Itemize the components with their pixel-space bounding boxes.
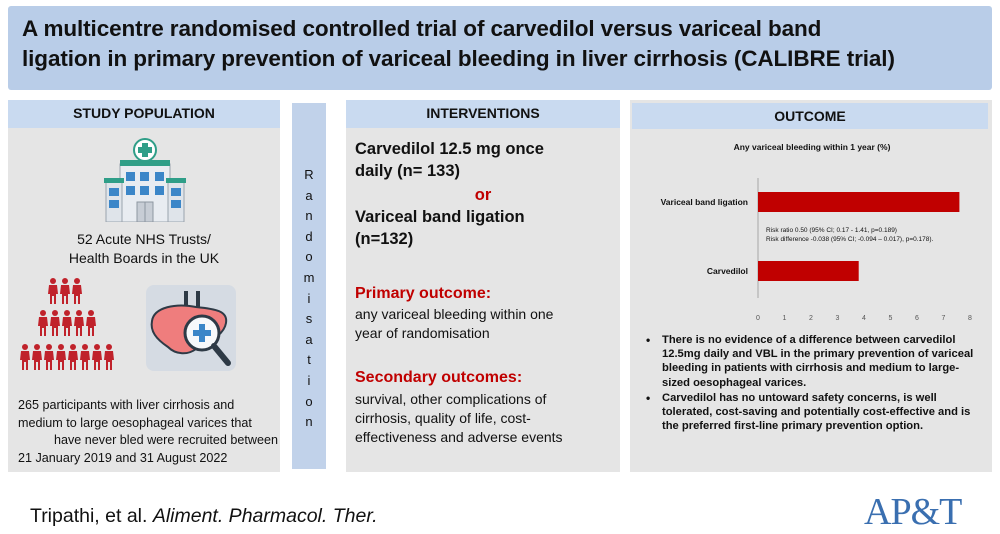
randomisation-label: R a n d o m i s a t i o n	[292, 165, 326, 433]
interventions-heading: INTERVENTIONS	[346, 100, 620, 128]
rand-letter: m	[303, 269, 315, 285]
study-population-panel: STUDY POPULATION 52 Acute NHS Trusts/ He…	[8, 100, 280, 472]
rand-letter: n	[305, 208, 313, 224]
title-line-1: A multicentre randomised controlled tria…	[22, 16, 822, 41]
vbl-arm: Variceal band ligation (n=132)	[355, 206, 525, 250]
chart-tick-label: 8	[968, 315, 972, 322]
chart-annotation-line-2: Risk difference -0.038 (95% CI; -0.094 –…	[766, 236, 934, 243]
interventions-panel: INTERVENTIONS Carvedilol 12.5 mg once da…	[346, 100, 620, 472]
logo-text: AP&T	[864, 491, 962, 531]
randomisation-column: R a n d o m i s a t i o n	[292, 103, 326, 469]
chart-tick-label: 2	[809, 315, 813, 322]
chart-annotation-line-1: Risk ratio 0.50 (95% CI; 0.17 - 1.41, p=…	[766, 227, 897, 234]
rand-letter: R	[304, 167, 314, 182]
rand-letter: a	[305, 331, 313, 347]
chart-tick-label: 4	[862, 315, 866, 322]
population-description: 265 participants with liver cirrhosis an…	[18, 397, 278, 467]
chart-category-label: Variceal band ligation	[661, 197, 748, 207]
pop-desc-line-1: 265 participants with liver cirrhosis an…	[18, 398, 235, 412]
pop-desc-line-3: have never bled were recruited between	[53, 433, 278, 447]
rand-letter: o	[305, 393, 313, 409]
page-title: A multicentre randomised controlled tria…	[22, 14, 978, 74]
trusts-text: 52 Acute NHS Trusts/ Health Boards in th…	[8, 230, 280, 268]
study-population-heading: STUDY POPULATION	[8, 100, 280, 128]
hospital-icon	[104, 138, 186, 222]
rand-letter: o	[305, 249, 313, 265]
rand-letter: i	[307, 372, 311, 388]
rand-letter: a	[305, 187, 313, 203]
chart-bar	[758, 192, 960, 212]
carvedilol-line-1: Carvedilol 12.5 mg once	[355, 140, 544, 158]
chart-tick-label: 1	[783, 315, 787, 322]
pop-desc-line-4: 21 January 2019 and 31 August 2022	[18, 450, 228, 465]
conclusion-item: There is no evidence of a difference bet…	[646, 333, 986, 390]
secondary-outcomes-heading: Secondary outcomes:	[355, 369, 523, 386]
outcome-panel: OUTCOME Any variceal bleeding within 1 y…	[630, 100, 992, 472]
chart-category-label: Carvedilol	[707, 266, 748, 276]
outcome-conclusions: There is no evidence of a difference bet…	[646, 333, 986, 434]
pop-desc-line-2: medium to large oesophageal varices that	[18, 415, 252, 430]
chart-bar	[758, 261, 859, 281]
apt-journal-logo: AP&T	[864, 491, 963, 531]
secondary-outcomes-text: survival, other complications of cirrhos…	[355, 390, 617, 447]
trusts-line-2: Health Boards in the UK	[68, 250, 220, 266]
conclusion-item: Carvedilol has no untoward safety concer…	[646, 391, 986, 434]
secondary-line-1: survival, other complications of	[355, 391, 547, 407]
trusts-line-1: 52 Acute NHS Trusts/	[77, 231, 211, 247]
rand-letter: s	[305, 311, 313, 327]
carvedilol-line-2: daily (n= 133)	[355, 162, 461, 180]
title-line-2: ligation in primary prevention of varice…	[22, 46, 895, 71]
chart-tick-label: 0	[756, 315, 760, 322]
liver-magnifier-icon	[146, 285, 236, 371]
or-label: or	[474, 186, 492, 204]
citation-authors: Tripathi, et al.	[30, 505, 153, 527]
citation-journal: Aliment. Pharmacol. Ther.	[152, 505, 378, 527]
rand-letter: n	[305, 414, 313, 430]
primary-line-1: any variceal bleeding within one	[355, 306, 554, 322]
carvedilol-arm: Carvedilol 12.5 mg once daily (n= 133)	[355, 138, 544, 182]
people-group-icon	[20, 278, 114, 370]
chart-title: Any variceal bleeding within 1 year (%)	[734, 142, 891, 152]
chart-tick-label: 7	[942, 315, 946, 322]
chart-tick-label: 3	[836, 315, 840, 322]
primary-outcome-heading: Primary outcome:	[355, 285, 492, 302]
vbl-line-1: Variceal band ligation	[355, 208, 525, 226]
vbl-line-2: (n=132)	[355, 230, 414, 248]
bleeding-bar-chart: Any variceal bleeding within 1 year (%) …	[661, 142, 972, 322]
primary-outcome-text: any variceal bleeding within one year of…	[355, 305, 617, 343]
chart-tick-label: 6	[915, 315, 919, 322]
rand-letter: t	[307, 352, 311, 368]
rand-letter: i	[307, 290, 311, 306]
secondary-line-2: cirrhosis, quality of life, cost-	[355, 410, 531, 426]
secondary-line-3: effectiveness and adverse events	[355, 429, 563, 445]
rand-letter: d	[305, 228, 313, 244]
title-banner: A multicentre randomised controlled tria…	[8, 6, 992, 90]
primary-line-2: year of randomisation	[355, 325, 490, 341]
outcome-heading: OUTCOME	[632, 103, 988, 129]
citation: Tripathi, et al. Aliment. Pharmacol. The…	[30, 505, 378, 527]
chart-tick-label: 5	[889, 315, 893, 322]
